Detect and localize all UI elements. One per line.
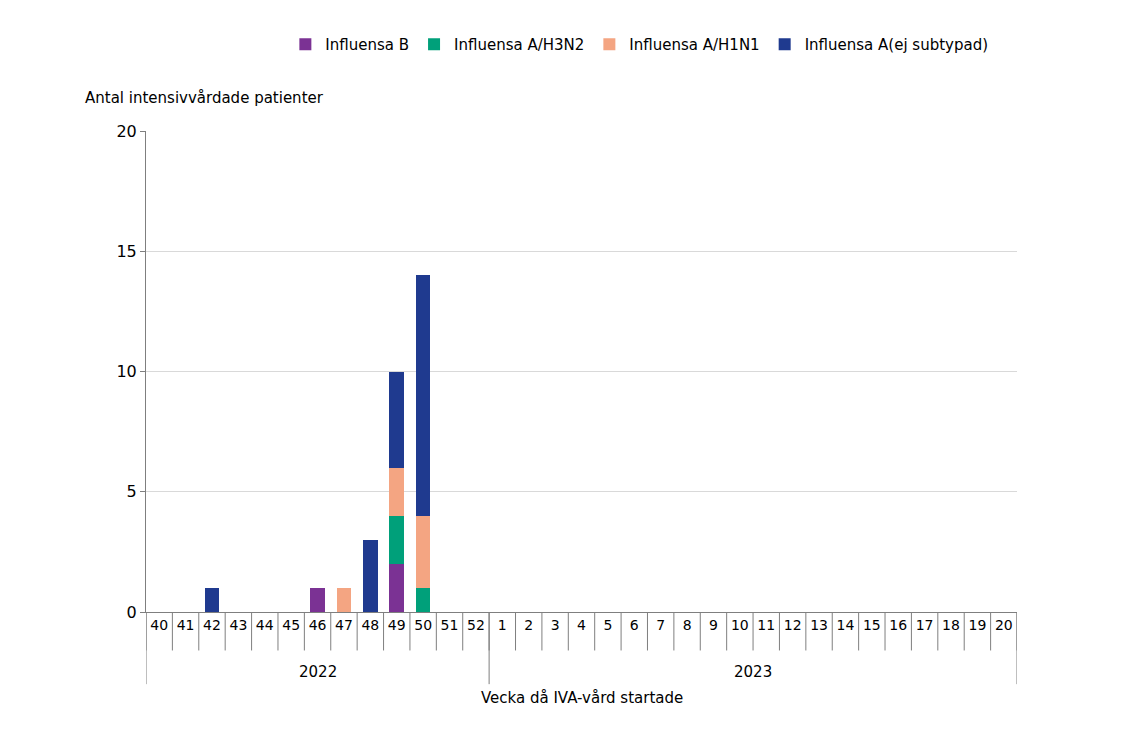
svg-text:20: 20 xyxy=(116,122,136,141)
svg-text:2023: 2023 xyxy=(734,663,772,681)
svg-text:18: 18 xyxy=(942,617,960,633)
svg-text:8: 8 xyxy=(683,617,692,633)
svg-text:Influensa A/H3N2: Influensa A/H3N2 xyxy=(454,36,584,54)
svg-text:42: 42 xyxy=(203,617,221,633)
svg-text:7: 7 xyxy=(656,617,665,633)
svg-text:45: 45 xyxy=(282,617,300,633)
svg-text:14: 14 xyxy=(837,617,855,633)
svg-text:10: 10 xyxy=(116,362,136,381)
svg-text:15: 15 xyxy=(116,242,136,261)
svg-text:6: 6 xyxy=(630,617,639,633)
svg-text:13: 13 xyxy=(810,617,828,633)
svg-text:48: 48 xyxy=(361,617,379,633)
svg-text:52: 52 xyxy=(467,617,485,633)
svg-text:50: 50 xyxy=(414,617,432,633)
svg-text:4: 4 xyxy=(577,617,586,633)
svg-text:19: 19 xyxy=(968,617,986,633)
svg-text:43: 43 xyxy=(229,617,247,633)
svg-text:Influensa B: Influensa B xyxy=(325,36,409,54)
svg-text:1: 1 xyxy=(498,617,507,633)
svg-text:44: 44 xyxy=(256,617,274,633)
svg-text:40: 40 xyxy=(150,617,168,633)
svg-text:2022: 2022 xyxy=(299,663,337,681)
svg-text:41: 41 xyxy=(177,617,195,633)
svg-text:9: 9 xyxy=(709,617,718,633)
svg-text:47: 47 xyxy=(335,617,353,633)
svg-text:Antal intensivvårdade patiente: Antal intensivvårdade patienter xyxy=(85,89,324,107)
svg-text:Influensa A/H1N1: Influensa A/H1N1 xyxy=(629,36,759,54)
svg-text:11: 11 xyxy=(757,617,775,633)
svg-text:51: 51 xyxy=(441,617,459,633)
svg-text:0: 0 xyxy=(127,603,137,622)
svg-text:17: 17 xyxy=(916,617,934,633)
svg-text:5: 5 xyxy=(127,482,137,501)
svg-text:5: 5 xyxy=(603,617,612,633)
svg-text:12: 12 xyxy=(784,617,802,633)
svg-text:3: 3 xyxy=(551,617,560,633)
svg-text:Influensa A(ej subtypad): Influensa A(ej subtypad) xyxy=(805,36,988,54)
svg-text:15: 15 xyxy=(863,617,881,633)
svg-text:20: 20 xyxy=(995,617,1013,633)
svg-text:10: 10 xyxy=(731,617,749,633)
svg-text:49: 49 xyxy=(388,617,406,633)
svg-text:46: 46 xyxy=(309,617,327,633)
svg-text:Vecka då IVA-vård startade: Vecka då IVA-vård startade xyxy=(481,689,683,707)
svg-text:2: 2 xyxy=(524,617,533,633)
svg-text:16: 16 xyxy=(889,617,907,633)
